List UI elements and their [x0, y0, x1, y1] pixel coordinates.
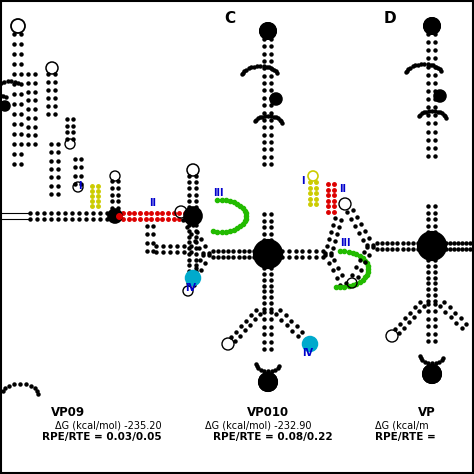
Circle shape [423, 365, 441, 383]
Text: II: II [339, 184, 346, 194]
Text: ΔG (kcal/mol) -235.20: ΔG (kcal/mol) -235.20 [55, 420, 162, 430]
Circle shape [418, 232, 446, 260]
Circle shape [260, 23, 276, 39]
Text: VP010: VP010 [247, 405, 289, 419]
Text: VP09: VP09 [51, 405, 85, 419]
Text: IV: IV [185, 283, 196, 293]
Text: I: I [301, 176, 304, 186]
Text: VP: VP [418, 405, 436, 419]
Text: III: III [340, 238, 350, 248]
Text: III: III [213, 188, 224, 198]
Circle shape [270, 93, 282, 105]
Circle shape [186, 271, 200, 285]
Circle shape [259, 373, 277, 391]
Text: RPE/RTE =: RPE/RTE = [375, 432, 436, 442]
Text: ΔG (kcal/mol) -232.90: ΔG (kcal/mol) -232.90 [205, 420, 311, 430]
Circle shape [254, 240, 282, 268]
Text: RPE/RTE = 0.08/0.22: RPE/RTE = 0.08/0.22 [213, 432, 333, 442]
Circle shape [424, 18, 440, 34]
Circle shape [184, 207, 202, 225]
Text: C: C [224, 11, 236, 26]
Text: I: I [78, 181, 82, 191]
Circle shape [434, 90, 446, 102]
Text: II: II [149, 198, 156, 208]
Text: RPE/RTE = 0.03/0.05: RPE/RTE = 0.03/0.05 [42, 432, 162, 442]
Circle shape [108, 209, 122, 223]
Text: D: D [383, 11, 396, 26]
Text: ΔG (kcal/m: ΔG (kcal/m [375, 420, 428, 430]
Text: IV: IV [302, 348, 313, 358]
Circle shape [0, 101, 10, 111]
Circle shape [303, 337, 317, 351]
